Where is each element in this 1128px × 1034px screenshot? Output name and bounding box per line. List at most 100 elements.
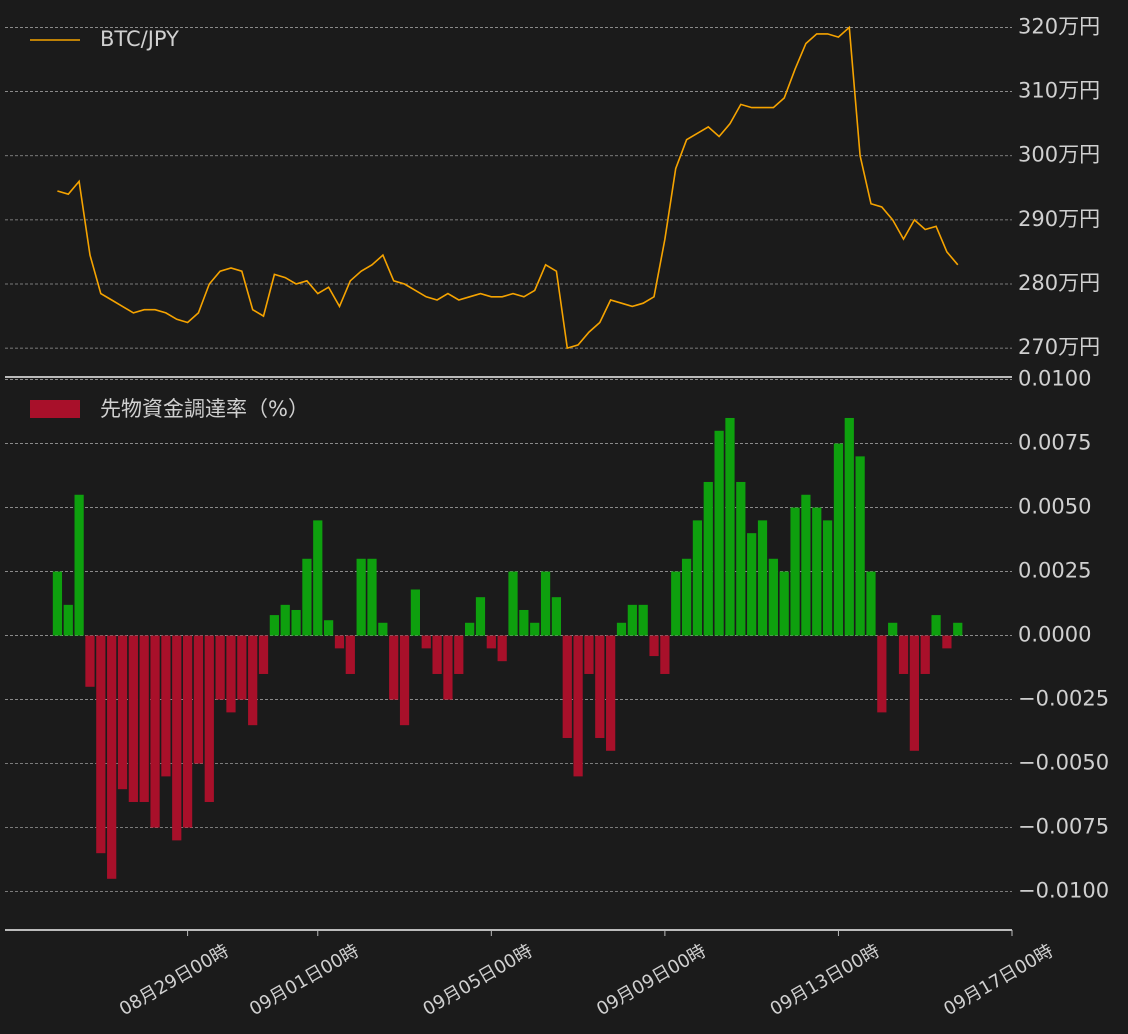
funding-bar — [530, 622, 540, 636]
funding-bar — [378, 622, 388, 636]
y-tick-label: 0.0075 — [1018, 431, 1091, 455]
funding-bar — [822, 520, 833, 636]
y-tick-label: −0.0100 — [1018, 879, 1109, 903]
y-tick-label: 300万円 — [1018, 143, 1100, 167]
funding-bar — [844, 417, 854, 636]
funding-bar — [63, 604, 73, 636]
funding-bar — [215, 635, 225, 700]
funding-bar — [855, 456, 865, 636]
funding-bar — [204, 635, 214, 802]
funding-bar — [85, 635, 95, 687]
funding-bar — [465, 622, 475, 636]
y-tick-label: 270万円 — [1018, 335, 1100, 359]
funding-bar — [52, 571, 63, 636]
funding-bar — [931, 615, 941, 636]
legend-label: BTC/JPY — [100, 27, 179, 51]
funding-bar — [877, 635, 887, 713]
funding-bar — [866, 571, 876, 636]
funding-bar — [801, 494, 811, 636]
funding-bar — [150, 635, 160, 828]
funding-bar — [812, 507, 822, 636]
funding-bar — [606, 635, 616, 751]
funding-bar — [356, 558, 366, 636]
funding-bar — [182, 635, 193, 828]
funding-bar — [909, 635, 919, 751]
y-tick-label: −0.0025 — [1018, 687, 1109, 711]
funding-bar — [497, 635, 507, 662]
funding-bar — [942, 635, 952, 649]
funding-bar — [248, 635, 258, 726]
funding-bar — [421, 635, 431, 649]
funding-bar — [399, 635, 410, 726]
funding-bar — [692, 520, 703, 636]
funding-bar — [627, 604, 637, 636]
funding-bar — [269, 615, 279, 636]
funding-bar — [616, 622, 627, 636]
y-tick-label: 0.0000 — [1018, 623, 1091, 647]
funding-bar — [790, 507, 800, 636]
funding-bar — [107, 635, 117, 879]
funding-bar — [389, 635, 399, 700]
funding-bar — [117, 635, 128, 790]
funding-bar — [237, 635, 247, 700]
y-tick-label: 0.0025 — [1018, 559, 1091, 583]
legend-label: 先物資金調達率（%） — [100, 397, 309, 421]
funding-bar — [432, 635, 442, 674]
funding-bar — [736, 481, 746, 636]
funding-bar — [280, 604, 290, 636]
funding-bar — [291, 609, 301, 636]
funding-bar — [443, 635, 453, 700]
funding-bar — [660, 635, 670, 674]
funding-bar — [573, 635, 583, 777]
funding-bar — [671, 571, 681, 636]
funding-bar — [324, 620, 334, 636]
funding-bar — [725, 417, 735, 636]
funding-bar — [768, 558, 778, 636]
funding-bar — [193, 635, 204, 764]
funding-bar — [833, 443, 844, 636]
y-tick-label: 0.0100 — [1018, 367, 1091, 391]
funding-bar — [410, 589, 421, 636]
funding-bar — [96, 635, 106, 854]
funding-bar — [454, 635, 464, 674]
y-tick-label: −0.0075 — [1018, 815, 1109, 839]
funding-bar — [302, 558, 312, 636]
funding-bar — [226, 635, 236, 713]
funding-bar — [519, 609, 529, 636]
funding-bar — [139, 635, 149, 802]
funding-bar — [757, 520, 768, 636]
funding-bar — [779, 571, 789, 636]
funding-bar — [367, 558, 377, 636]
y-tick-label: 290万円 — [1018, 207, 1100, 231]
y-tick-label: 280万円 — [1018, 271, 1100, 295]
funding-bar — [953, 622, 963, 636]
funding-bar — [345, 635, 355, 674]
funding-bar — [888, 622, 898, 636]
funding-bar — [649, 635, 659, 657]
funding-bar — [681, 558, 692, 636]
funding-bar — [595, 635, 605, 738]
funding-bar — [551, 597, 562, 636]
funding-bar — [475, 597, 486, 636]
funding-bar — [584, 635, 594, 674]
legend-swatch — [30, 400, 80, 418]
funding-bar — [258, 635, 269, 674]
funding-bar — [334, 635, 345, 649]
funding-bar — [161, 635, 171, 777]
funding-bar — [714, 430, 724, 636]
funding-bar — [172, 635, 182, 841]
y-tick-label: 320万円 — [1018, 14, 1100, 38]
funding-bar — [638, 604, 648, 636]
funding-bar — [74, 494, 84, 636]
funding-bar — [747, 533, 757, 636]
y-tick-label: −0.0050 — [1018, 751, 1109, 775]
funding-bar — [540, 571, 551, 636]
funding-bar — [898, 635, 909, 674]
funding-bar — [128, 635, 138, 802]
y-tick-label: 310万円 — [1018, 79, 1100, 103]
y-tick-label: 0.0050 — [1018, 495, 1091, 519]
funding-bar — [703, 481, 713, 636]
funding-bar — [920, 635, 930, 674]
